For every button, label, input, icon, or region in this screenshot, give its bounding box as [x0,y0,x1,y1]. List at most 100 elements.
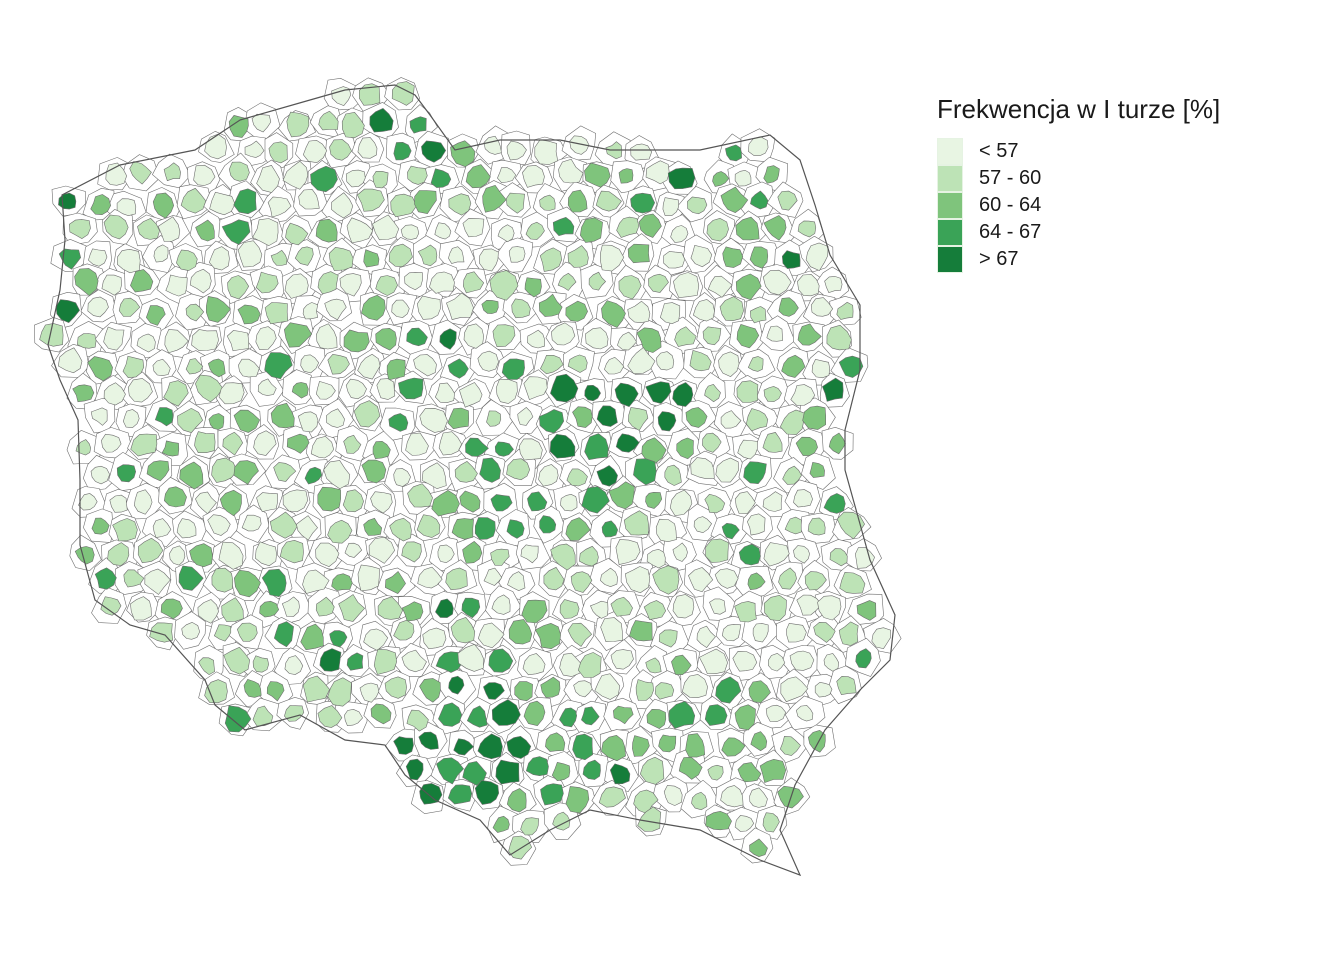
municipality-area [632,735,650,757]
municipality-area [103,214,129,240]
municipality-area [341,111,365,139]
municipality-area [474,517,496,540]
municipality-area [101,433,122,453]
municipality-area [654,682,675,700]
municipality-area [524,277,542,298]
legend-item-64-67: 64 - 67 [937,219,1277,246]
map-panel [34,77,902,877]
municipality-area [137,537,164,564]
municipality-area [130,433,158,457]
municipality-area [669,489,693,517]
municipality-area [508,246,526,263]
municipality-area [795,705,814,722]
municipality-area [483,567,503,586]
municipality-area [737,439,758,460]
municipality-area [57,347,83,374]
municipality-area [635,679,654,701]
municipality-area [836,675,857,696]
municipality-area [690,457,715,479]
municipality-area [672,542,688,562]
municipality-area [251,113,272,133]
municipality-area [438,702,463,727]
municipality-area [194,431,216,454]
municipality-area [163,380,189,407]
municipality-area [438,431,463,456]
municipality-area [105,162,128,186]
municipality-area [725,144,742,162]
municipality-area [539,247,563,272]
municipality-area [118,297,141,317]
municipality-area [690,244,713,268]
municipality-area [328,246,354,271]
municipality-area [413,354,437,377]
municipality-area [90,407,108,426]
municipality-area [612,705,634,725]
municipality-area [601,734,626,762]
municipality-area [559,599,580,619]
municipality-area [616,216,640,238]
municipality-area [525,756,549,777]
municipality-area [253,430,277,456]
municipality-area [345,378,367,400]
municipality-area [286,111,310,138]
municipality-area [450,616,476,644]
municipality-area [629,620,653,642]
municipality-area [506,735,532,759]
municipality-area [437,544,455,564]
municipality-area [521,599,548,624]
municipality-area [405,758,424,781]
municipality-area [465,437,489,457]
municipality-area [545,732,566,752]
municipality-area [255,326,277,350]
municipality-area [838,355,864,378]
municipality-area [281,596,300,617]
municipality-area [689,350,712,372]
municipality-area [652,565,680,595]
legend-item-gt67: > 67 [937,246,1277,273]
municipality-area [338,594,366,622]
municipality-area [552,811,571,831]
municipality-area [811,358,831,379]
municipality-area [746,513,766,536]
municipality-area [747,572,766,591]
municipality-area [663,785,683,806]
municipality-area [704,493,726,514]
municipality-area [734,815,755,832]
municipality-area [479,248,499,272]
municipality-area [615,433,640,453]
municipality-area [797,323,822,346]
municipality-area [294,246,314,266]
municipality-area [254,541,277,567]
municipality-area [372,214,400,241]
municipality-area [94,567,117,590]
municipality-area [195,374,224,403]
legend-swatch [937,165,963,192]
municipality-area [446,292,474,320]
municipality-area [161,440,180,457]
municipality-area [836,511,865,540]
municipality-area [417,244,438,267]
municipality-area [153,244,169,263]
municipality-area [421,462,447,490]
municipality-area [191,329,219,352]
municipality-area [645,381,672,404]
municipality-area [492,324,516,348]
municipality-area [243,678,262,698]
municipality-area [601,520,619,538]
municipality-area [421,140,447,163]
municipality-area [527,329,545,349]
municipality-area [506,519,525,539]
legend-swatch [937,246,963,273]
municipality-area [715,457,740,483]
municipality-area [795,436,818,456]
municipality-area [781,354,806,378]
legend-swatch [937,192,963,219]
municipality-area [722,246,744,268]
municipality-area [784,516,802,535]
municipality-area [406,327,428,347]
municipality-area [706,217,729,242]
municipality-area [508,619,533,645]
municipality-area [393,141,412,161]
municipality-area [599,244,625,272]
municipality-area [165,274,188,297]
